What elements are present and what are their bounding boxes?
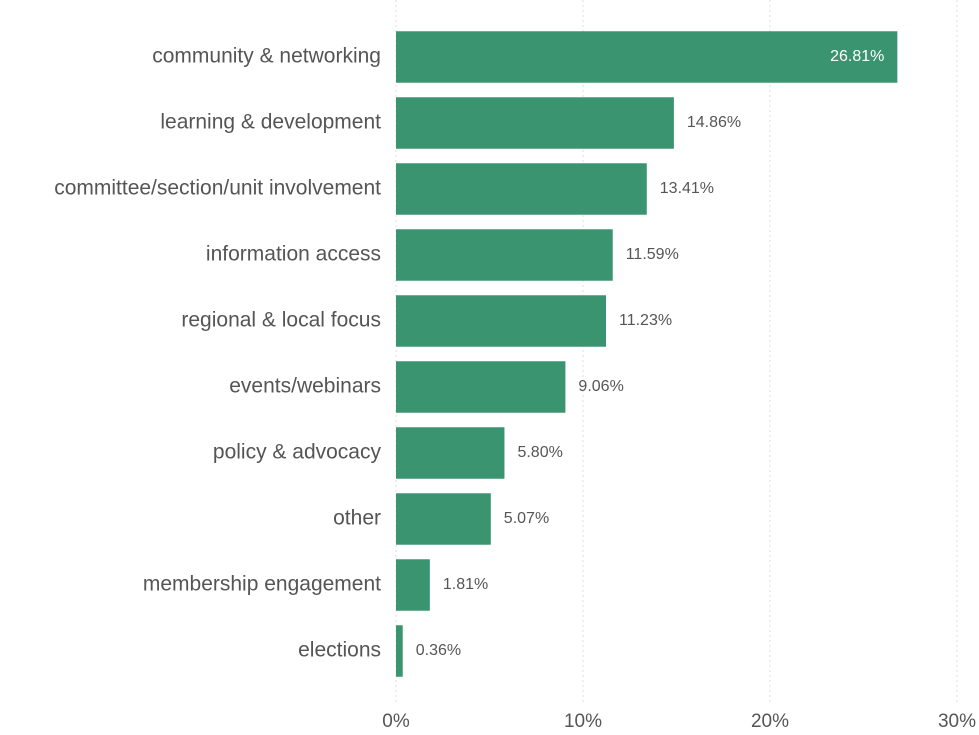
value-label: 9.06% xyxy=(578,378,623,395)
bar xyxy=(396,559,430,611)
x-tick-label: 30% xyxy=(938,711,976,732)
category-label: committee/section/unit involvement xyxy=(54,177,381,200)
value-label: 11.59% xyxy=(626,246,679,263)
value-label: 26.81% xyxy=(830,48,884,65)
category-label: community & networking xyxy=(152,45,381,68)
value-label: 5.07% xyxy=(504,510,549,527)
value-label: 5.80% xyxy=(517,444,562,461)
category-label: events/webinars xyxy=(229,375,381,398)
bar xyxy=(396,625,403,677)
category-label: elections xyxy=(298,639,381,662)
x-tick-label: 20% xyxy=(751,711,789,732)
bar xyxy=(396,229,613,281)
x-tick-label: 10% xyxy=(564,711,602,732)
bar xyxy=(396,163,647,215)
value-label: 13.41% xyxy=(660,180,714,197)
category-label: regional & local focus xyxy=(181,309,381,332)
value-label: 0.36% xyxy=(416,642,461,659)
value-label: 1.81% xyxy=(443,576,488,593)
category-label: information access xyxy=(206,243,381,266)
value-label: 14.86% xyxy=(687,114,741,131)
x-tick-label: 0% xyxy=(382,711,410,732)
category-label: policy & advocacy xyxy=(213,441,382,464)
bar xyxy=(396,361,566,413)
bar xyxy=(396,31,898,83)
value-label: 11.23% xyxy=(619,312,672,329)
category-label: membership engagement xyxy=(143,573,381,596)
bar xyxy=(396,427,505,479)
category-label: other xyxy=(333,507,381,530)
bar xyxy=(396,493,491,545)
category-label: learning & development xyxy=(160,111,381,134)
bar xyxy=(396,97,674,149)
bar xyxy=(396,295,607,347)
